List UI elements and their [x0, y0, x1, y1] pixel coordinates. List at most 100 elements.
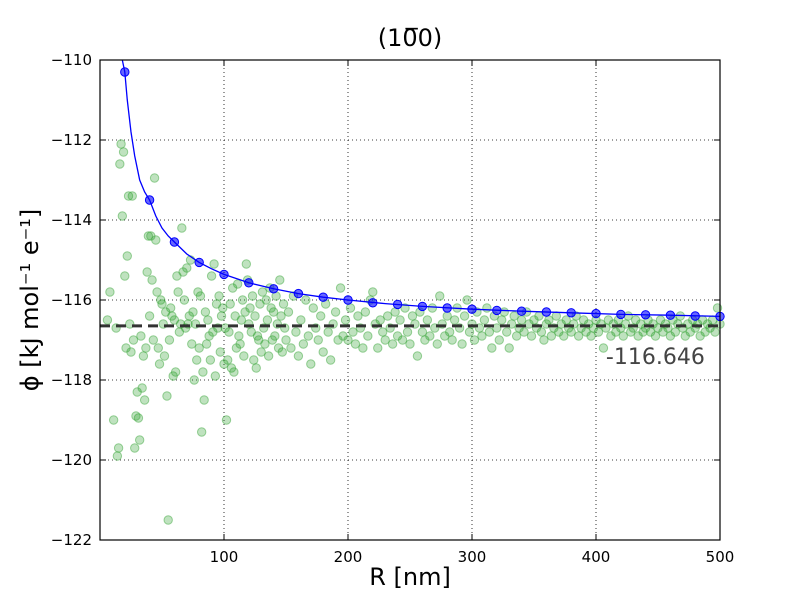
scatter-point-297: [670, 327, 681, 337]
scatter-point-29: [143, 231, 154, 241]
scatter-point-171: [358, 343, 368, 353]
fit-marker-19: [591, 308, 601, 319]
scatter-point-227: [497, 315, 507, 325]
scatter-point-222: [484, 327, 495, 337]
chart-title: (10̅0): [378, 24, 443, 52]
fit-marker-10: [368, 298, 378, 308]
scatter-point-260: [578, 315, 589, 325]
scatter-point-240: [529, 315, 539, 325]
scatter-point-180: [380, 335, 390, 345]
scatter-point-247: [546, 331, 557, 341]
scatter-point-134: [273, 343, 284, 353]
scatter-point-148: [301, 295, 311, 305]
scatter-point-207: [447, 335, 457, 345]
y-tick-label-5: −112: [51, 131, 92, 149]
fit-marker-9: [343, 295, 353, 305]
scatter-point-232: [509, 311, 519, 321]
scatter-point-258: [573, 331, 584, 341]
scatter-point-191: [407, 311, 418, 321]
scatter-point-82: [209, 259, 219, 269]
fit-marker-0: [120, 67, 130, 77]
scatter-point-301: [680, 331, 690, 341]
scatter-point-34: [149, 173, 160, 183]
scatter-point-73: [198, 367, 208, 377]
scatter-point-68: [192, 355, 202, 365]
scatter-point-47: [165, 303, 176, 313]
scatter-point-208: [449, 315, 460, 325]
scatter-point-19: [131, 411, 141, 421]
scatter-point-271: [606, 331, 616, 341]
scatter-point-62: [184, 311, 194, 321]
scatter-point-164: [340, 315, 351, 325]
scatter-point-84: [211, 299, 222, 309]
fit-marker-5: [244, 278, 254, 288]
scatter-point-36: [152, 287, 162, 297]
scatter-point-8: [117, 211, 128, 221]
scatter-point-31: [146, 231, 156, 241]
scatter-point-13: [123, 191, 134, 201]
scatter-point-49: [168, 371, 178, 381]
scatter-point-17: [128, 335, 139, 345]
scatter-point-77: [203, 315, 213, 325]
fit-marker-6: [268, 284, 279, 294]
x-tick-label-1: 200: [334, 548, 363, 566]
scatter-point-264: [588, 323, 599, 333]
scatter-point-158: [325, 355, 336, 365]
scatter-point-21: [133, 413, 144, 423]
scatter-point-303: [685, 327, 695, 337]
fit-marker-4: [219, 269, 229, 280]
fit-marker-3: [194, 257, 204, 268]
scatter-point-80: [206, 271, 217, 281]
scatter-point-92: [221, 415, 232, 425]
scatter-point-46: [164, 335, 175, 345]
scatter-point-255: [566, 327, 576, 337]
scatter-point-5: [113, 443, 124, 453]
scatter-point-115: [250, 311, 260, 321]
scatter-point-33: [148, 335, 159, 345]
scatter-point-141: [283, 307, 294, 317]
scatter-point-108: [241, 259, 252, 269]
scatter-point-230: [504, 343, 514, 353]
scatter-point-42: [159, 351, 170, 361]
scatter-point-95: [225, 299, 235, 309]
scatter-point-250: [554, 327, 564, 337]
fit-marker-14: [467, 304, 477, 314]
scatter-point-167: [348, 327, 358, 337]
scatter-point-118: [254, 335, 264, 345]
scatter-point-100: [231, 343, 242, 353]
scatter-point-157: [323, 327, 333, 337]
scatter-point-196: [420, 335, 430, 345]
scatter-point-116: [251, 363, 261, 373]
scatter-point-181: [382, 311, 393, 321]
scatter-point-270: [603, 315, 614, 325]
scatter-point-226: [494, 335, 504, 345]
scatter-point-201: [432, 339, 442, 349]
scatter-point-45: [163, 515, 173, 525]
scatter-point-9: [118, 147, 129, 157]
scatter-point-236: [519, 327, 529, 337]
scatter-point-89: [218, 303, 228, 313]
scatter-point-97: [227, 283, 238, 293]
scatter-point-135: [275, 275, 285, 285]
scatter-point-102: [234, 331, 244, 341]
scatter-point-199: [427, 303, 438, 313]
scatter-point-147: [298, 339, 309, 349]
scatter-point-233: [511, 331, 522, 341]
scatter-point-289: [650, 331, 661, 341]
scatter-point-54: [174, 327, 185, 337]
scatter-point-25: [138, 351, 149, 361]
scatter-point-76: [201, 339, 212, 349]
fit-marker-7: [293, 288, 304, 299]
scatter-point-276: [618, 331, 628, 341]
scatter-point-183: [387, 339, 398, 349]
scatter-point-239: [526, 331, 537, 341]
scatter-point-129: [267, 335, 278, 345]
scatter-point-168: [350, 339, 361, 349]
scatter-point-190: [405, 339, 415, 349]
scatter-point-172: [360, 307, 371, 317]
scatter-point-220: [479, 315, 490, 325]
scatter-point-78: [204, 331, 214, 341]
scatter-point-66: [189, 375, 199, 385]
fit-marker-17: [541, 307, 552, 317]
